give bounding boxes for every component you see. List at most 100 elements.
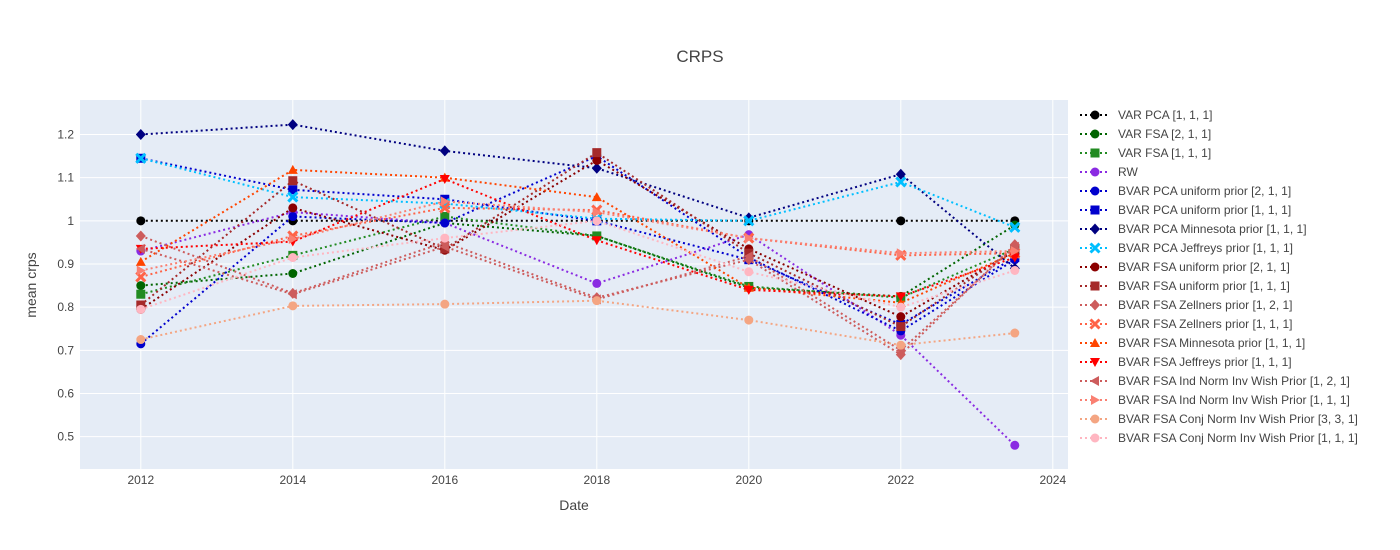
data-point [896,312,906,322]
legend-label: BVAR FSA Jeffreys prior [1, 1, 1] [1118,355,1292,369]
x-tick-label: 2016 [431,473,458,487]
legend-marker [1090,338,1100,347]
data-point [136,289,146,299]
legend-item[interactable]: BVAR FSA Ind Norm Inv Wish Prior [1, 1, … [1080,393,1350,407]
data-point [592,296,602,306]
legend[interactable]: VAR PCA [1, 1, 1] VAR FSA [2, 1, 1] VAR FS… [1080,108,1358,445]
legend-marker [1089,242,1101,254]
data-point [439,174,450,184]
legend-marker [1090,358,1100,367]
legend-marker [1090,433,1100,443]
plot-area [80,100,1068,469]
legend-marker [1090,110,1100,120]
data-point [591,192,602,202]
legend-item[interactable]: VAR PCA [1, 1, 1] [1080,108,1213,122]
data-point [440,299,450,309]
legend-label: VAR FSA [2, 1, 1] [1118,127,1211,141]
y-tick-label: 1.1 [57,171,74,185]
data-point [592,231,602,241]
data-point [1009,221,1021,233]
data-point [1010,265,1020,275]
data-point [135,243,145,254]
data-point [743,215,755,227]
data-point [591,162,602,174]
data-point [1009,253,1020,263]
legend-item[interactable]: BVAR FSA Ind Norm Inv Wish Prior [1, 2, … [1080,374,1350,388]
legend-item[interactable]: RW [1080,165,1138,179]
legend-item[interactable]: BVAR FSA Conj Norm Inv Wish Prior [3, 3,… [1080,412,1358,426]
legend-item[interactable]: BVAR PCA uniform prior [1, 1, 1] [1080,203,1291,217]
x-tick-labels: 2012 2014 2016 2018 2020 2022 2024 [127,473,1066,487]
series-group [136,216,1020,314]
legend-label: BVAR FSA Conj Norm Inv Wish Prior [1, 1,… [1118,431,1358,445]
data-point [135,152,147,164]
legend-item[interactable]: BVAR PCA Jeffreys prior [1, 1, 1] [1080,241,1293,255]
data-point [135,129,146,141]
legend-label: BVAR FSA Minnesota prior [1, 1, 1] [1118,336,1305,350]
legend-item[interactable]: BVAR PCA Minnesota prior [1, 1, 1] [1080,222,1307,236]
legend-marker [1090,281,1100,291]
legend-marker [1090,167,1100,177]
legend-label: BVAR FSA uniform prior [2, 1, 1] [1118,260,1290,274]
legend-marker [1090,129,1100,139]
series-group [136,196,1020,276]
data-point [592,155,602,165]
y-tick-label: 0.5 [57,430,74,444]
data-point [288,301,298,311]
legend-item[interactable]: BVAR PCA uniform prior [2, 1, 1] [1080,184,1291,198]
data-point [1009,241,1019,252]
legend-item[interactable]: BVAR FSA uniform prior [2, 1, 1] [1080,260,1290,274]
legend-label: BVAR FSA Conj Norm Inv Wish Prior [3, 3,… [1118,412,1358,426]
data-point [287,164,298,174]
legend-marker [1091,395,1100,405]
legend-marker [1090,414,1100,424]
y-tick-label: 1 [67,214,74,228]
legend-item[interactable]: VAR FSA [2, 1, 1] [1080,127,1211,141]
data-point [591,236,602,246]
legend-marker [1090,262,1100,272]
data-point [135,230,146,242]
data-point [288,268,298,278]
y-tick-labels: 0.5 0.6 0.7 0.8 0.9 1 1.1 1.2 [57,128,74,444]
data-point [439,241,449,252]
legend-item[interactable]: BVAR FSA Zellners prior [1, 2, 1] [1080,298,1293,312]
x-tick-label: 2014 [279,473,306,487]
data-point [1010,246,1020,257]
data-point [744,267,754,277]
legend-item[interactable]: VAR FSA [1, 1, 1] [1080,146,1211,160]
data-point [288,253,298,263]
data-point [592,148,602,158]
legend-item[interactable]: BVAR FSA Zellners prior [1, 1, 1] [1080,317,1293,331]
legend-item[interactable]: BVAR FSA Minnesota prior [1, 1, 1] [1080,336,1305,350]
legend-label: BVAR PCA uniform prior [1, 1, 1] [1118,203,1291,217]
data-point [744,248,754,258]
data-point [287,289,297,300]
data-point [136,304,146,314]
x-tick-label: 2024 [1039,473,1066,487]
data-point [440,212,450,222]
y-axis-label: mean crps [23,252,39,317]
data-point [744,315,754,325]
legend-label: BVAR FSA Ind Norm Inv Wish Prior [1, 2, … [1118,374,1350,388]
data-point [288,203,298,213]
legend-label: BVAR PCA uniform prior [2, 1, 1] [1118,184,1291,198]
legend-item[interactable]: BVAR FSA Conj Norm Inv Wish Prior [1, 1,… [1080,431,1358,445]
legend-item[interactable]: BVAR FSA Jeffreys prior [1, 1, 1] [1080,355,1292,369]
data-point [743,251,753,262]
legend-marker [1090,223,1100,235]
legend-label: VAR FSA [1, 1, 1] [1118,146,1211,160]
data-point [895,292,906,302]
data-point [440,218,450,228]
data-point [288,176,298,186]
data-point [896,302,906,312]
legend-marker [1090,148,1100,158]
data-point [592,216,602,226]
data-point [743,285,754,295]
data-point [136,216,146,226]
data-point [135,256,146,266]
data-point [288,233,298,244]
legend-item[interactable]: BVAR FSA uniform prior [1, 1, 1] [1080,279,1290,293]
data-point [440,233,450,243]
data-point [287,191,299,203]
x-axis-label: Date [559,497,589,513]
